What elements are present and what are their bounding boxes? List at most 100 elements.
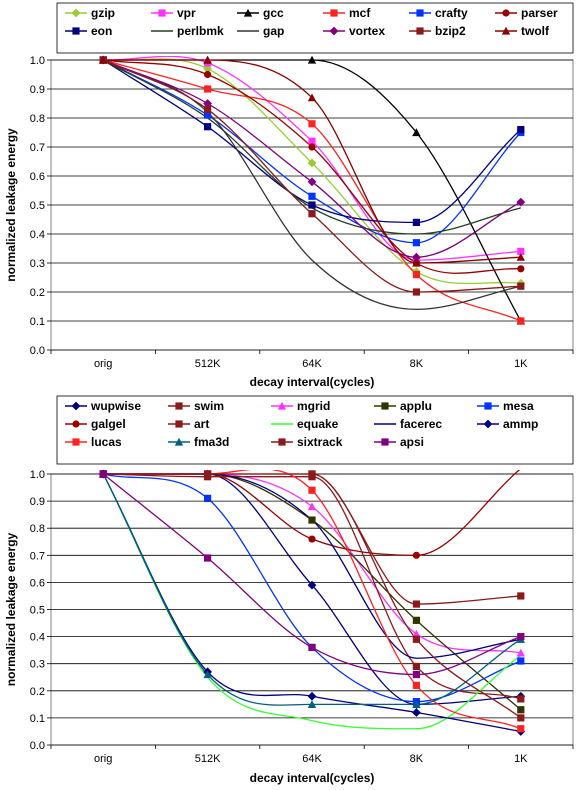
data-point-art bbox=[517, 695, 525, 703]
legend-label-applu: applu bbox=[400, 399, 432, 413]
data-point-vortex bbox=[516, 197, 526, 207]
legend-label-facerec: facerec bbox=[400, 417, 442, 431]
series-line-fma3d bbox=[102, 473, 522, 706]
data-point-mgrid bbox=[307, 502, 317, 511]
data-point-fma3d bbox=[203, 670, 212, 679]
data-point-lucas bbox=[308, 486, 316, 494]
data-point-applu bbox=[412, 616, 420, 624]
legend-marker-swim bbox=[175, 402, 183, 410]
data-point-mesa bbox=[204, 494, 212, 502]
data-point-swim bbox=[517, 592, 525, 600]
x-tick-label: orig bbox=[94, 753, 112, 765]
data-point-ammp bbox=[412, 708, 421, 717]
data-point-fma3d bbox=[307, 700, 317, 708]
data-point-parser bbox=[308, 143, 316, 151]
data-point-mcf bbox=[204, 85, 212, 93]
data-point-vortex bbox=[412, 252, 421, 262]
legend-marker-eon bbox=[72, 27, 80, 35]
y-tick-label: 0.8 bbox=[30, 523, 45, 535]
y-tick-label: 0.6 bbox=[30, 171, 45, 183]
data-point-mcf bbox=[308, 120, 316, 128]
data-point-crafty bbox=[308, 192, 316, 200]
legend-label-mesa: mesa bbox=[503, 399, 534, 413]
legend-label-equake: equake bbox=[297, 417, 339, 431]
legend-label-gap: gap bbox=[263, 24, 284, 38]
series-line-gap bbox=[102, 59, 521, 311]
data-point-applu bbox=[517, 706, 525, 714]
legend-marker-gcc bbox=[243, 8, 253, 17]
data-point-lucas bbox=[412, 681, 420, 689]
data-point-twolf bbox=[99, 55, 108, 64]
y-axis-label: normalized leakage energy bbox=[4, 128, 18, 282]
data-point-apsi bbox=[517, 633, 525, 641]
data-point-gcc bbox=[412, 128, 421, 137]
data-point-vortex bbox=[307, 177, 317, 187]
y-tick-label: 0.9 bbox=[30, 84, 45, 96]
data-point-sixtrack bbox=[412, 635, 420, 643]
data-point-eon bbox=[412, 218, 420, 226]
x-tick-label: 512K bbox=[195, 358, 221, 370]
y-tick-label: 0.5 bbox=[30, 200, 45, 212]
data-point-mcf bbox=[412, 271, 420, 279]
legend-marker-bzip2 bbox=[416, 27, 424, 35]
legend-marker-vortex bbox=[329, 26, 339, 36]
data-point-mgrid bbox=[412, 629, 421, 638]
y-tick-label: 0.0 bbox=[30, 345, 45, 357]
data-point-apsi bbox=[308, 643, 316, 652]
chart-bottom: 0.0 0.1 0.2 0.3 0.4 0.5 0.6 0.7 0.8 0.9 1.0 orig 512… bbox=[4, 395, 574, 785]
data-point-eon bbox=[517, 126, 525, 134]
y-tick-label: 0.7 bbox=[30, 142, 45, 154]
data-point-bzip2 bbox=[412, 288, 420, 296]
data-point-sixtrack bbox=[517, 714, 525, 722]
legend-label-fma3d: fma3d bbox=[194, 435, 229, 449]
legend-marker-lucas bbox=[72, 438, 80, 446]
data-point-ammp bbox=[307, 691, 317, 701]
legend-label-bzip2: bzip2 bbox=[435, 24, 466, 38]
series-line-vpr bbox=[103, 56, 521, 261]
x-tick-label: 8K bbox=[410, 753, 424, 765]
data-point-bzip2 bbox=[308, 210, 316, 218]
y-tick-label: 1.0 bbox=[30, 55, 45, 67]
x-tick-label: 64K bbox=[302, 358, 322, 370]
legend-marker-mgrid bbox=[277, 401, 287, 410]
legend-label-vortex: vortex bbox=[349, 24, 385, 38]
data-point-twolf bbox=[412, 258, 421, 267]
data-point-apsi bbox=[412, 670, 420, 679]
series-line-twolf bbox=[103, 59, 521, 264]
legend-label-eon: eon bbox=[91, 24, 112, 38]
x-tick-label: 1K bbox=[514, 753, 528, 765]
data-point-swim bbox=[412, 600, 420, 608]
data-point-eon bbox=[308, 201, 316, 209]
data-point-vpr bbox=[308, 137, 316, 145]
data-point-galgel bbox=[412, 551, 420, 559]
data-point-art bbox=[412, 662, 420, 671]
legend-label-vpr: vpr bbox=[177, 6, 196, 20]
legend-marker-gzip bbox=[71, 8, 81, 18]
data-point-crafty bbox=[412, 239, 420, 247]
legend bbox=[56, 2, 574, 54]
legend-label-gcc: gcc bbox=[263, 6, 284, 20]
chart-top: 0.0 0.1 0.2 0.3 0.4 0.5 0.6 0.7 0.8 0.9 1.0 orig 512… bbox=[4, 2, 574, 389]
legend-label-galgel: galgel bbox=[91, 417, 126, 431]
legend-marker-crafty bbox=[416, 9, 424, 17]
legend-label-perlbmk: perlbmk bbox=[177, 24, 224, 38]
legend-marker-fma3d bbox=[174, 437, 184, 446]
y-tick-label: 0.3 bbox=[30, 258, 45, 270]
legend-marker-sixtrack bbox=[278, 438, 286, 446]
legend-marker-mcf bbox=[330, 9, 338, 17]
legend-label-twolf: twolf bbox=[521, 24, 550, 38]
legend-marker-applu bbox=[381, 402, 389, 410]
x-tick-label: 64K bbox=[302, 753, 322, 765]
data-point-eon bbox=[204, 123, 212, 131]
data-point-vpr bbox=[517, 247, 525, 255]
series-line-sixtrack bbox=[103, 473, 522, 719]
data-point-crafty bbox=[204, 111, 212, 119]
y-tick-label: 0.1 bbox=[30, 316, 45, 328]
legend-marker-galgel bbox=[72, 420, 80, 428]
legend-label-mgrid: mgrid bbox=[297, 399, 330, 413]
legend-label-crafty: crafty bbox=[435, 6, 468, 20]
x-axis-label: decay interval(cycles) bbox=[250, 375, 375, 389]
legend-marker-apsi bbox=[381, 438, 389, 446]
data-point-parser bbox=[204, 70, 212, 79]
